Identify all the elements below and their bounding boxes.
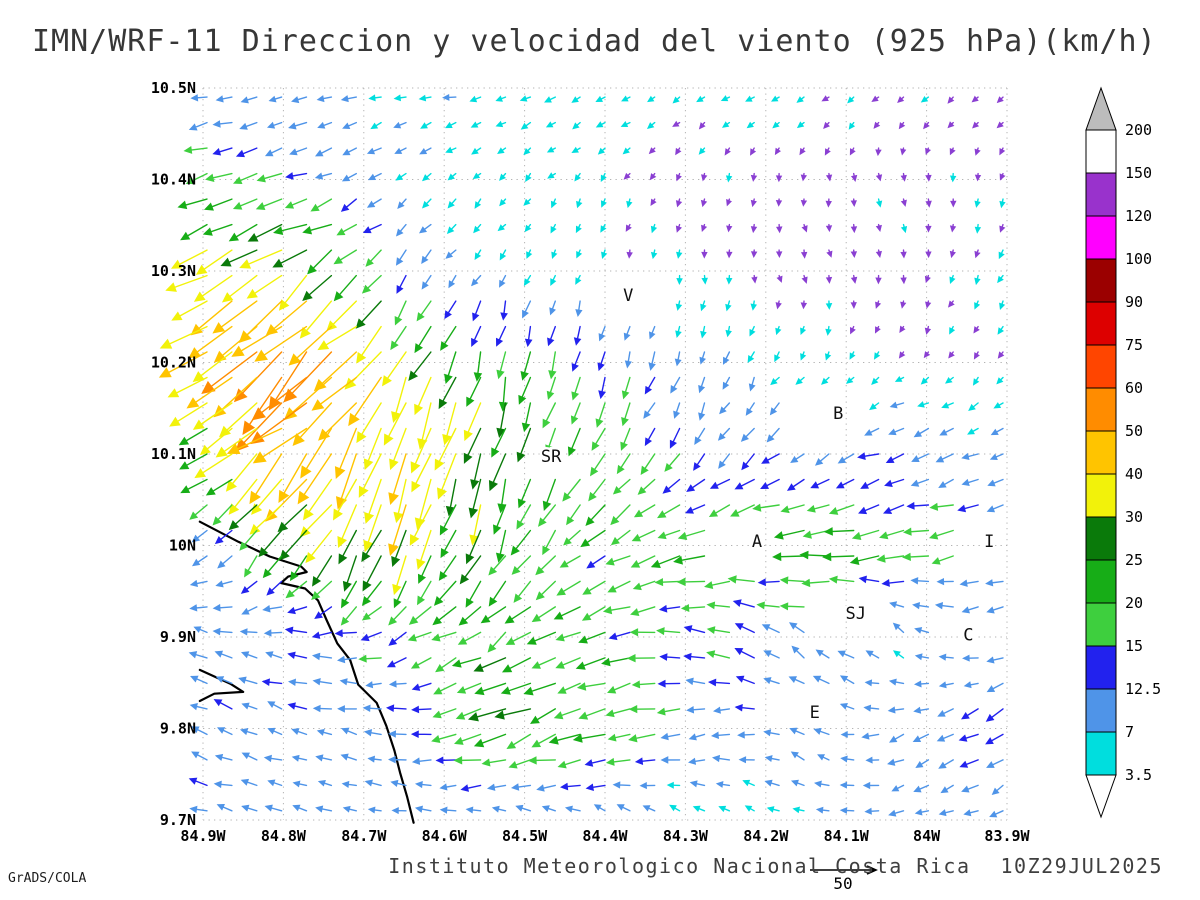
colorbar-box	[1085, 258, 1117, 303]
reference-vector-label: 50	[833, 874, 852, 893]
lon-tick-label: 84W	[913, 827, 941, 845]
colorbar-box	[1085, 731, 1117, 776]
lat-tick-label: 9.7N	[160, 811, 196, 829]
lon-tick-label: 84.6W	[422, 827, 468, 845]
station-label: A	[752, 532, 762, 552]
colorbar-box	[1085, 301, 1117, 346]
coastline	[198, 520, 415, 824]
colorbar-label: 60	[1125, 379, 1143, 397]
lat-tick-label: 9.8N	[160, 720, 196, 738]
colorbar-box	[1085, 688, 1117, 733]
wind-vectors	[158, 93, 1006, 818]
lat-tick-label: 10.4N	[151, 171, 196, 189]
colorbar-box	[1085, 559, 1117, 604]
colorbar-label: 75	[1125, 336, 1143, 354]
colorbar-label: 50	[1125, 422, 1143, 440]
station-label: V	[623, 286, 633, 306]
colorbar-label: 100	[1125, 250, 1152, 268]
station-label: C	[963, 625, 973, 645]
station-label: SJ	[846, 604, 866, 624]
colorbar-label: 15	[1125, 637, 1143, 655]
colorbar-label: 20	[1125, 594, 1143, 612]
colorbar-label: 25	[1125, 551, 1143, 569]
colorbar-below-min-arrow	[1085, 774, 1117, 819]
lon-tick-label: 84.5W	[502, 827, 548, 845]
colorbar-label: 200	[1125, 121, 1152, 139]
colorbar-label: 3.5	[1125, 766, 1152, 784]
lat-tick-label: 10.3N	[151, 262, 196, 280]
station-labels: V B SR A I SJ C E	[538, 283, 997, 725]
colorbar-box	[1085, 602, 1117, 647]
colorbar-box	[1085, 645, 1117, 690]
colorbar-label: 30	[1125, 508, 1143, 526]
colorbar: 200 150 120 100 90 75 60 50 40 30 25 20 15 12.5 7 3.5	[1085, 86, 1161, 819]
colorbar-box	[1085, 129, 1117, 174]
footer-annotation: Instituto Meteorologico Nacional Costa R…	[388, 854, 1163, 878]
lon-tick-label: 84.2W	[743, 827, 789, 845]
lat-tick-label: 10.1N	[151, 445, 196, 463]
colorbar-box	[1085, 430, 1117, 475]
colorbar-above-max-arrow	[1085, 86, 1117, 131]
colorbar-box	[1085, 344, 1117, 389]
colorbar-label: 40	[1125, 465, 1143, 483]
lon-tick-label: 84.8W	[261, 827, 307, 845]
lat-tick-label: 9.9N	[160, 628, 196, 646]
datetime-label: 10Z29JUL2025	[1000, 854, 1163, 878]
lon-tick-label: 84.3W	[663, 827, 709, 845]
colorbar-box	[1085, 172, 1117, 217]
colorbar-box	[1085, 516, 1117, 561]
institute-label: Instituto Meteorologico Nacional Costa R…	[388, 854, 971, 878]
lon-tick-label: 84.4W	[582, 827, 628, 845]
lon-tick-label: 84.1W	[824, 827, 870, 845]
lat-lon-grid	[202, 87, 1008, 821]
axis-tick-labels: 10.5N 10.4N 10.3N 10.2N 10.1N 10N 9.9N 9.8N 9.7N…	[151, 79, 1031, 845]
colorbar-label: 150	[1125, 164, 1152, 182]
lon-tick-label: 84.9W	[180, 827, 226, 845]
chart-title: IMN/WRF-11 Direccion y velocidad del vie…	[32, 24, 1157, 59]
colorbar-box	[1085, 473, 1117, 518]
colorbar-label: 12.5	[1125, 680, 1161, 698]
colorbar-label: 120	[1125, 207, 1152, 225]
lon-tick-label: 83.9W	[984, 827, 1030, 845]
station-label: I	[984, 532, 994, 552]
lat-tick-label: 10.5N	[151, 79, 196, 97]
lon-tick-label: 84.7W	[341, 827, 387, 845]
station-label: E	[810, 703, 820, 723]
colorbar-box	[1085, 215, 1117, 260]
station-label: B	[833, 404, 843, 424]
colorbar-label: 7	[1125, 723, 1134, 741]
reference-vector: 50	[810, 865, 878, 893]
lat-tick-label: 10N	[169, 537, 196, 555]
colorbar-label: 90	[1125, 293, 1143, 311]
colorbar-box	[1085, 387, 1117, 432]
lat-tick-label: 10.2N	[151, 354, 196, 372]
station-label: SR	[541, 447, 562, 467]
grads-credit: GrADS/COLA	[8, 871, 87, 886]
